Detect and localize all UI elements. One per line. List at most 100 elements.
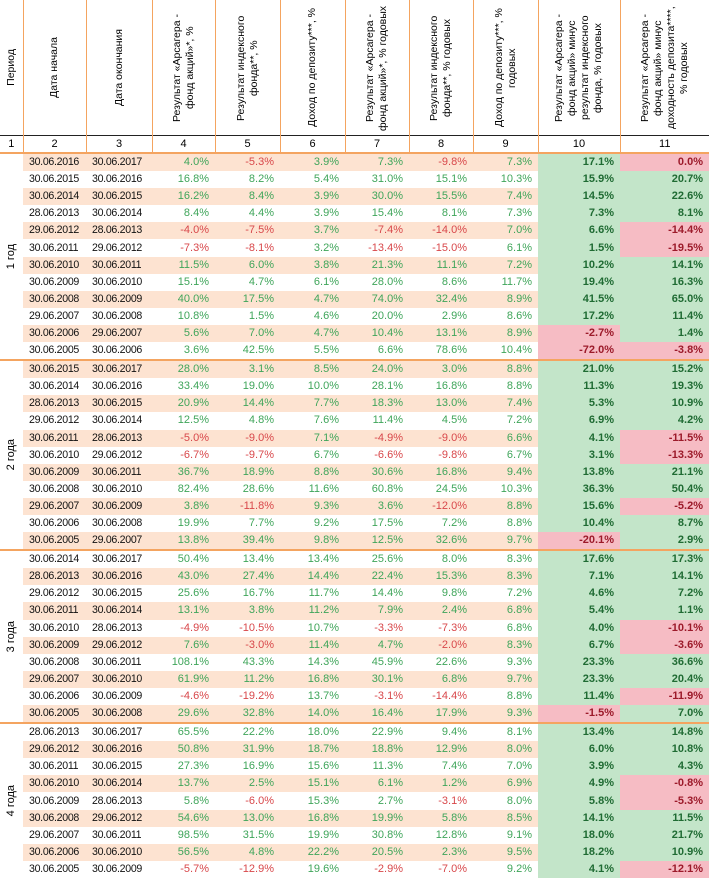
start-date-cell: 30.06.2005	[29, 862, 80, 875]
value-cell: 12.5%	[177, 414, 209, 427]
column-header: Доход по депозиту***, % годовых	[472, 0, 538, 136]
column-header: Дата окончания	[85, 0, 152, 136]
value-cell: 2.7%	[377, 794, 403, 807]
difference-cell: 10.9%	[620, 843, 709, 861]
value-cell: 8.6%	[441, 275, 467, 288]
end-date-cell: 30.06.2008	[92, 517, 143, 530]
difference-cell: 7.3%	[538, 205, 620, 223]
value-cell: 32.4%	[409, 290, 473, 308]
value-cell: 7.4%	[441, 760, 467, 773]
value-cell: -7.5%	[215, 222, 280, 240]
table-row: 28.06.2013 30.06.2015 20.9% 14.4% 7.7% 18.3% 1…	[0, 395, 709, 413]
value-cell: 4.8%	[215, 843, 280, 861]
difference-cell: 10.2%	[538, 256, 620, 274]
value-cell: 15.3%	[409, 568, 473, 586]
start-date-cell: 30.06.2010	[29, 621, 80, 634]
start-date-cell: 30.06.2009	[29, 794, 80, 807]
start-date-cell: 30.06.2008	[23, 290, 86, 308]
value-cell: 13.7%	[152, 775, 215, 793]
difference-cell: 6.6%	[538, 222, 620, 240]
value-cell: 4.7%	[345, 636, 409, 654]
value-cell: 16.8%	[435, 380, 467, 393]
value-cell: -7.0%	[438, 862, 467, 875]
value-cell: 5.5%	[313, 344, 339, 357]
end-date-cell: 29.06.2012	[86, 636, 152, 654]
end-date-cell: 30.06.2015	[92, 760, 143, 773]
value-cell: -12.0%	[409, 497, 473, 515]
value-cell: -9.8%	[409, 151, 473, 172]
value-cell: 19.0%	[242, 380, 274, 393]
table-row: 30.06.2008 29.06.2012 54.6% 13.0% 16.8% 19.9%…	[0, 809, 709, 827]
end-date-cell: 30.06.2017	[86, 151, 152, 172]
value-cell: 6.6%	[377, 344, 403, 357]
value-cell: 8.1%	[473, 722, 538, 742]
end-date-cell: 30.06.2010	[86, 843, 152, 861]
value-cell: -3.3%	[374, 621, 403, 634]
end-date-cell: 30.06.2015	[86, 188, 152, 206]
end-date-cell: 28.06.2013	[92, 794, 143, 807]
value-cell: 11.3%	[372, 760, 403, 773]
value-cell: -11.8%	[215, 497, 280, 515]
value-cell: 20.9%	[152, 395, 215, 413]
start-date-cell: 30.06.2010	[23, 256, 86, 274]
value-cell: 9.8%	[441, 587, 467, 600]
table-row: 30.06.2008 30.06.2011 108.1% 43.3% 14.3% 45.9…	[0, 653, 709, 671]
value-cell: 13.1%	[409, 324, 473, 343]
value-cell: 4.7%	[248, 275, 274, 288]
difference-cell: 8.7%	[620, 514, 709, 533]
value-cell: 18.8%	[345, 741, 409, 759]
value-cell: -9.7%	[245, 448, 274, 461]
value-cell: 4.5%	[441, 414, 467, 427]
value-cell: -5.7%	[180, 862, 209, 875]
table-row: 30.06.2006 29.06.2007 5.6% 7.0% 4.7% 10.4% 13.…	[0, 324, 709, 343]
column-number: 9	[472, 135, 538, 154]
header-row: Период Дата начала Дата окончания Результат…	[0, 0, 709, 136]
start-date-cell: 30.06.2005	[23, 705, 86, 724]
start-date-cell: 29.06.2007	[23, 497, 86, 515]
value-cell: 32.8%	[215, 705, 280, 724]
value-cell: 31.9%	[215, 741, 280, 759]
difference-cell: 4.9%	[538, 775, 620, 793]
value-cell: 7.9%	[345, 602, 409, 620]
table-row: 30.06.2011 30.06.2015 27.3% 16.9% 15.6% 11.3%…	[0, 758, 709, 776]
end-date-cell: 30.06.2011	[92, 655, 142, 668]
value-cell: 31.0%	[371, 173, 403, 186]
end-date-cell: 30.06.2014	[86, 775, 152, 793]
start-date-cell: 30.06.2011	[23, 429, 86, 447]
value-cell: 12.9%	[409, 741, 473, 759]
end-date-cell: 30.06.2009	[86, 497, 152, 515]
value-cell: -3.1%	[374, 689, 403, 702]
column-header-label: Результат «Арсагера - фонд акций» минус …	[553, 13, 604, 122]
start-date-cell: 28.06.2013	[23, 722, 86, 742]
value-cell: 7.1%	[280, 429, 345, 447]
value-cell: -6.6%	[374, 448, 403, 461]
difference-cell: 16.3%	[620, 273, 709, 291]
column-header-label: Результат индексного фонда**, % годовых	[428, 14, 453, 121]
value-cell: 74.0%	[345, 290, 409, 308]
table-row: 29.06.2012 30.06.2014 12.5% 4.8% 7.6% 11.4% 4.…	[0, 412, 709, 430]
value-cell: 19.9%	[307, 828, 339, 841]
value-cell: 1.2%	[409, 775, 473, 793]
end-date-cell: 30.06.2016	[92, 380, 143, 393]
value-cell: 24.0%	[345, 359, 409, 379]
value-cell: -9.8%	[438, 448, 467, 461]
table-row: 30.06.2005 29.06.2007 13.8% 39.4% 9.8% 12.5% 3…	[0, 532, 709, 551]
value-cell: 7.2%	[441, 517, 467, 530]
start-date-cell: 30.06.2008	[29, 655, 80, 668]
value-cell: 4.0%	[152, 151, 215, 172]
value-cell: 14.0%	[280, 705, 345, 724]
column-number-row: 1 2 3 4 5 6 7 8 9 10 11	[0, 135, 709, 154]
table-row: 30.06.2009 28.06.2013 5.8% -6.0% 15.3% 2.7% -3…	[0, 792, 709, 810]
value-cell: 3.8%	[280, 256, 345, 274]
value-cell: 30.1%	[345, 670, 409, 688]
table-row: 28.06.2013 30.06.2016 43.0% 27.4% 14.4% 22.4%…	[0, 568, 709, 586]
difference-cell: 4.1%	[538, 429, 620, 447]
value-cell: 15.1%	[435, 173, 467, 186]
difference-cell: 17.3%	[620, 549, 709, 569]
end-date-cell: 30.06.2010	[92, 482, 143, 495]
difference-cell: 1.5%	[538, 239, 620, 257]
period-label: 2 года	[5, 439, 17, 471]
value-cell: 16.2%	[152, 188, 215, 206]
table-row: 4 года 28.06.2013 30.06.2017 65.5% 22.2% 18.0…	[0, 722, 709, 878]
